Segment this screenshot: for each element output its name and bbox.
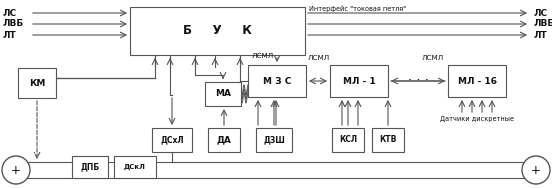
Text: МЛ - 1: МЛ - 1: [343, 77, 375, 86]
Bar: [205, 82, 241, 106]
Circle shape: [522, 156, 550, 184]
Bar: [152, 128, 192, 152]
Bar: [372, 128, 404, 152]
Text: · · ·: · · ·: [407, 74, 428, 87]
Text: Интерфейс "токовая петля": Интерфейс "токовая петля": [309, 5, 406, 11]
Text: Датчики дискретные: Датчики дискретные: [440, 116, 514, 122]
Text: Б     У     К: Б У К: [183, 24, 252, 37]
Text: ЛТ: ЛТ: [3, 30, 17, 39]
Text: ЛТ: ЛТ: [534, 30, 548, 39]
Bar: [332, 128, 364, 152]
Bar: [72, 156, 108, 178]
Bar: [248, 65, 306, 97]
Circle shape: [2, 156, 30, 184]
Bar: [18, 68, 56, 98]
Text: ЛВБ: ЛВБ: [3, 20, 24, 29]
Text: ЛСМЛ: ЛСМЛ: [422, 55, 444, 61]
Text: МА: МА: [215, 89, 231, 99]
Bar: [114, 156, 156, 178]
Bar: [130, 7, 305, 55]
Text: ДСхЛ: ДСхЛ: [160, 136, 184, 145]
Text: ЛС: ЛС: [3, 8, 17, 17]
Text: М З С: М З С: [263, 77, 291, 86]
Text: ЛС: ЛС: [534, 8, 548, 17]
Text: КМ: КМ: [29, 79, 45, 87]
Text: +: +: [11, 164, 21, 177]
Text: КСЛ: КСЛ: [339, 136, 357, 145]
Bar: [208, 128, 240, 152]
Text: МЛ - 16: МЛ - 16: [458, 77, 496, 86]
Text: ДСкЛ: ДСкЛ: [124, 164, 146, 170]
Text: ДПБ: ДПБ: [81, 162, 99, 171]
Bar: [330, 65, 388, 97]
Text: ЛСМЛ: ЛСМЛ: [252, 53, 274, 59]
Bar: [256, 128, 292, 152]
Bar: [448, 65, 506, 97]
Text: ДЗШ: ДЗШ: [263, 136, 285, 145]
Text: КТВ: КТВ: [379, 136, 397, 145]
Text: ЛСМЛ: ЛСМЛ: [308, 55, 330, 61]
Text: ДА: ДА: [216, 136, 231, 145]
Text: ЛВБ: ЛВБ: [534, 20, 552, 29]
Text: +: +: [531, 164, 541, 177]
